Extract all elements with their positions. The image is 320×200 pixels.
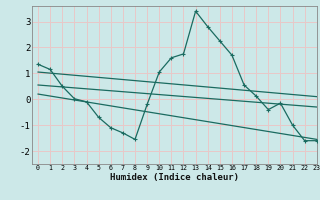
- X-axis label: Humidex (Indice chaleur): Humidex (Indice chaleur): [110, 173, 239, 182]
